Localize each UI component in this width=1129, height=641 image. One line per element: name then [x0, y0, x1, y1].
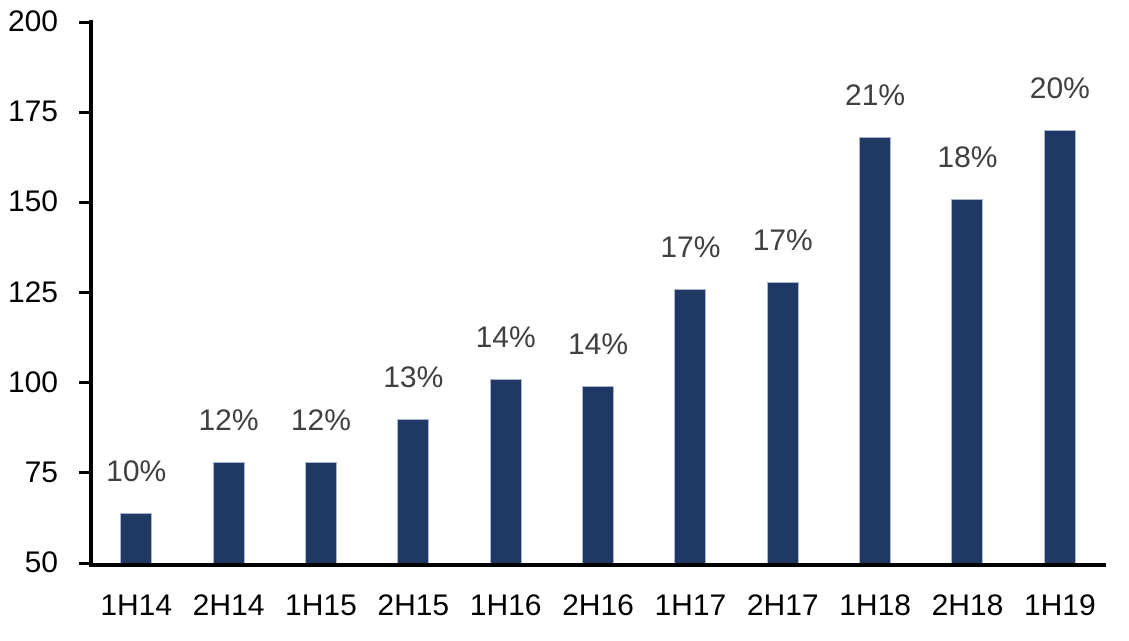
- x-tick-label-1H14: 1H14: [100, 589, 173, 622]
- x-tick-label-2H17: 2H17: [746, 589, 819, 622]
- x-tick-label-1H19: 1H19: [1023, 589, 1096, 622]
- bar-1H15: [304, 462, 337, 563]
- bar-1H14: [120, 512, 153, 563]
- y-tick-label: 150: [7, 185, 58, 219]
- y-tick-mark: [79, 110, 89, 114]
- bar-value-label-2H14: 12%: [198, 404, 259, 437]
- x-tick-label-1H18: 1H18: [839, 589, 911, 622]
- y-tick-mark: [79, 291, 89, 294]
- bar-2H18: [951, 198, 984, 563]
- y-tick-label: 100: [7, 365, 58, 399]
- y-tick-label: 50: [24, 546, 58, 579]
- bar-2H17: [766, 281, 799, 563]
- x-tick-label-1H17: 1H17: [654, 589, 727, 622]
- bar-1H19: [1043, 130, 1076, 563]
- bar-value-label-1H14: 10%: [106, 454, 167, 488]
- bar-value-label-1H15: 12%: [290, 404, 351, 437]
- y-tick-mark: [79, 471, 89, 475]
- x-tick-label-1H16: 1H16: [469, 589, 542, 622]
- x-tick-label-2H16: 2H16: [562, 589, 634, 622]
- y-tick-label: 175: [7, 95, 58, 129]
- x-axis-line: [89, 563, 1106, 567]
- y-tick-label: 75: [24, 455, 58, 489]
- bar-value-label-1H18: 21%: [845, 79, 906, 113]
- x-tick-label-2H18: 2H18: [931, 589, 1004, 622]
- bar-1H18: [859, 137, 892, 563]
- x-tick-label-2H14: 2H14: [192, 589, 265, 622]
- x-tick-label-2H15: 2H15: [377, 589, 450, 622]
- bar-value-label-2H18: 18%: [937, 140, 998, 174]
- bar-value-label-2H15: 13%: [383, 360, 444, 394]
- y-axis-line: [89, 20, 93, 567]
- bar-value-label-1H19: 20%: [1029, 72, 1090, 106]
- bar-value-label-1H17: 17%: [660, 230, 721, 264]
- bar-value-label-2H17: 17%: [752, 223, 813, 257]
- bar-2H14: [212, 462, 245, 563]
- y-tick-mark: [79, 561, 89, 565]
- y-tick-mark: [79, 20, 89, 24]
- bar-2H15: [397, 418, 430, 563]
- x-tick-label-1H15: 1H15: [285, 589, 357, 622]
- bar-2H16: [582, 386, 614, 563]
- y-tick-label: 200: [7, 5, 58, 38]
- y-tick-mark: [79, 200, 89, 204]
- y-tick-mark: [79, 381, 89, 385]
- bar-1H16: [489, 379, 522, 563]
- bar-1H17: [674, 288, 707, 563]
- bar-value-label-2H16: 14%: [567, 328, 629, 362]
- y-tick-label: 125: [7, 275, 58, 309]
- bar-value-label-1H16: 14%: [475, 321, 536, 355]
